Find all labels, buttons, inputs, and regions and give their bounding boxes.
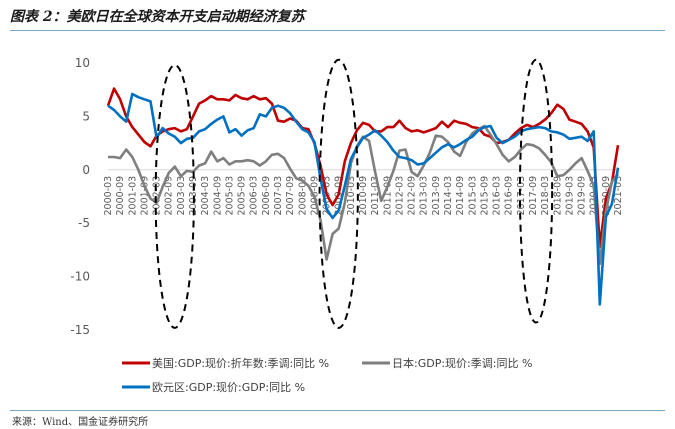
y-axis: -15 -10 -5 0 5 10: [70, 56, 90, 337]
figure-title: 图表 2：美欧日在全球资本开支启动期经济复苏: [10, 9, 305, 25]
x-tick-label: 2000-03: [103, 176, 114, 216]
y-tick-label: -10: [70, 270, 90, 284]
x-tick-label: 2013-09: [431, 176, 442, 216]
x-tick-label: 2015-09: [479, 176, 490, 216]
x-tick-label: 2018-03: [540, 176, 551, 216]
x-tick-label: 2018-09: [552, 176, 563, 216]
x-tick-label: 2010-09: [358, 176, 369, 216]
x-tick-label: 2014-09: [455, 176, 466, 216]
x-tick-label: 2007-09: [285, 176, 296, 216]
source-rule: [10, 410, 665, 411]
x-tick-label: 2013-03: [419, 176, 430, 216]
x-tick-label: 2004-09: [212, 176, 223, 216]
y-tick-label: 0: [82, 163, 90, 177]
x-tick-label: 2016-09: [504, 176, 515, 216]
x-tick-label: 2000-09: [115, 176, 126, 216]
x-tick-label: 2005-09: [237, 176, 248, 216]
x-tick-label: 2016-03: [492, 176, 503, 216]
x-tick-label: 2012-03: [394, 176, 405, 216]
x-axis: 2000-03 2000-09 2001-03 2001-09 2002-03 2002-…: [103, 176, 624, 216]
highlight-ellipses: [154, 58, 554, 329]
dashed-ellipse-2002: [154, 64, 195, 329]
x-tick-label: 2011-03: [370, 176, 381, 216]
legend-label: 日本:GDP:现价:季调:同比 %: [392, 356, 532, 370]
x-tick-label: 2007-03: [273, 176, 284, 216]
x-tick-label: 2019-03: [564, 176, 575, 216]
legend: 美国:GDP:现价:折年数:季调:同比 % 日本:GDP:现价:季调:同比 % 欧元…: [122, 356, 532, 394]
x-tick-label: 2017-09: [528, 176, 539, 216]
x-tick-label: 2001-09: [139, 176, 150, 216]
x-tick-label: 2012-09: [407, 176, 418, 216]
x-tick-label: 2011-09: [382, 176, 393, 216]
x-tick-label: 2001-03: [127, 176, 138, 216]
y-tick-label: 10: [75, 56, 90, 70]
source-note: 来源：Wind、国金证券研究所: [12, 417, 149, 428]
dashed-ellipse-2017: [518, 58, 554, 324]
series-line-3: [107, 92, 620, 306]
y-tick-label: -15: [70, 323, 90, 337]
x-tick-label: 2017-03: [516, 176, 527, 216]
x-tick-label: 2006-09: [261, 176, 272, 216]
x-tick-label: 2021-03: [613, 176, 624, 216]
x-tick-label: 2010-03: [346, 176, 357, 216]
x-tick-label: 2006-03: [249, 176, 260, 216]
y-tick-label: -5: [78, 216, 90, 230]
legend-label: 美国:GDP:现价:折年数:季调:同比 %: [152, 356, 329, 370]
series-line-1: [106, 87, 620, 248]
x-tick-label: 2014-03: [443, 176, 454, 216]
x-tick-label: 2015-03: [467, 176, 478, 216]
x-tick-label: 2002-09: [164, 176, 175, 216]
dashed-ellipse-2009: [318, 58, 359, 329]
x-tick-label: 2003-03: [176, 176, 187, 216]
x-tick-label: 2002-03: [152, 176, 163, 216]
x-tick-label: 2005-03: [224, 176, 235, 216]
title-rule: [10, 30, 665, 31]
legend-label: 欧元区:GDP:现价:GDP:同比 %: [152, 381, 305, 394]
x-tick-label: 2004-03: [200, 176, 211, 216]
x-tick-label: 2008-03: [297, 176, 308, 216]
x-tick-label: 2019-09: [577, 176, 588, 216]
y-tick-label: 5: [82, 109, 90, 123]
